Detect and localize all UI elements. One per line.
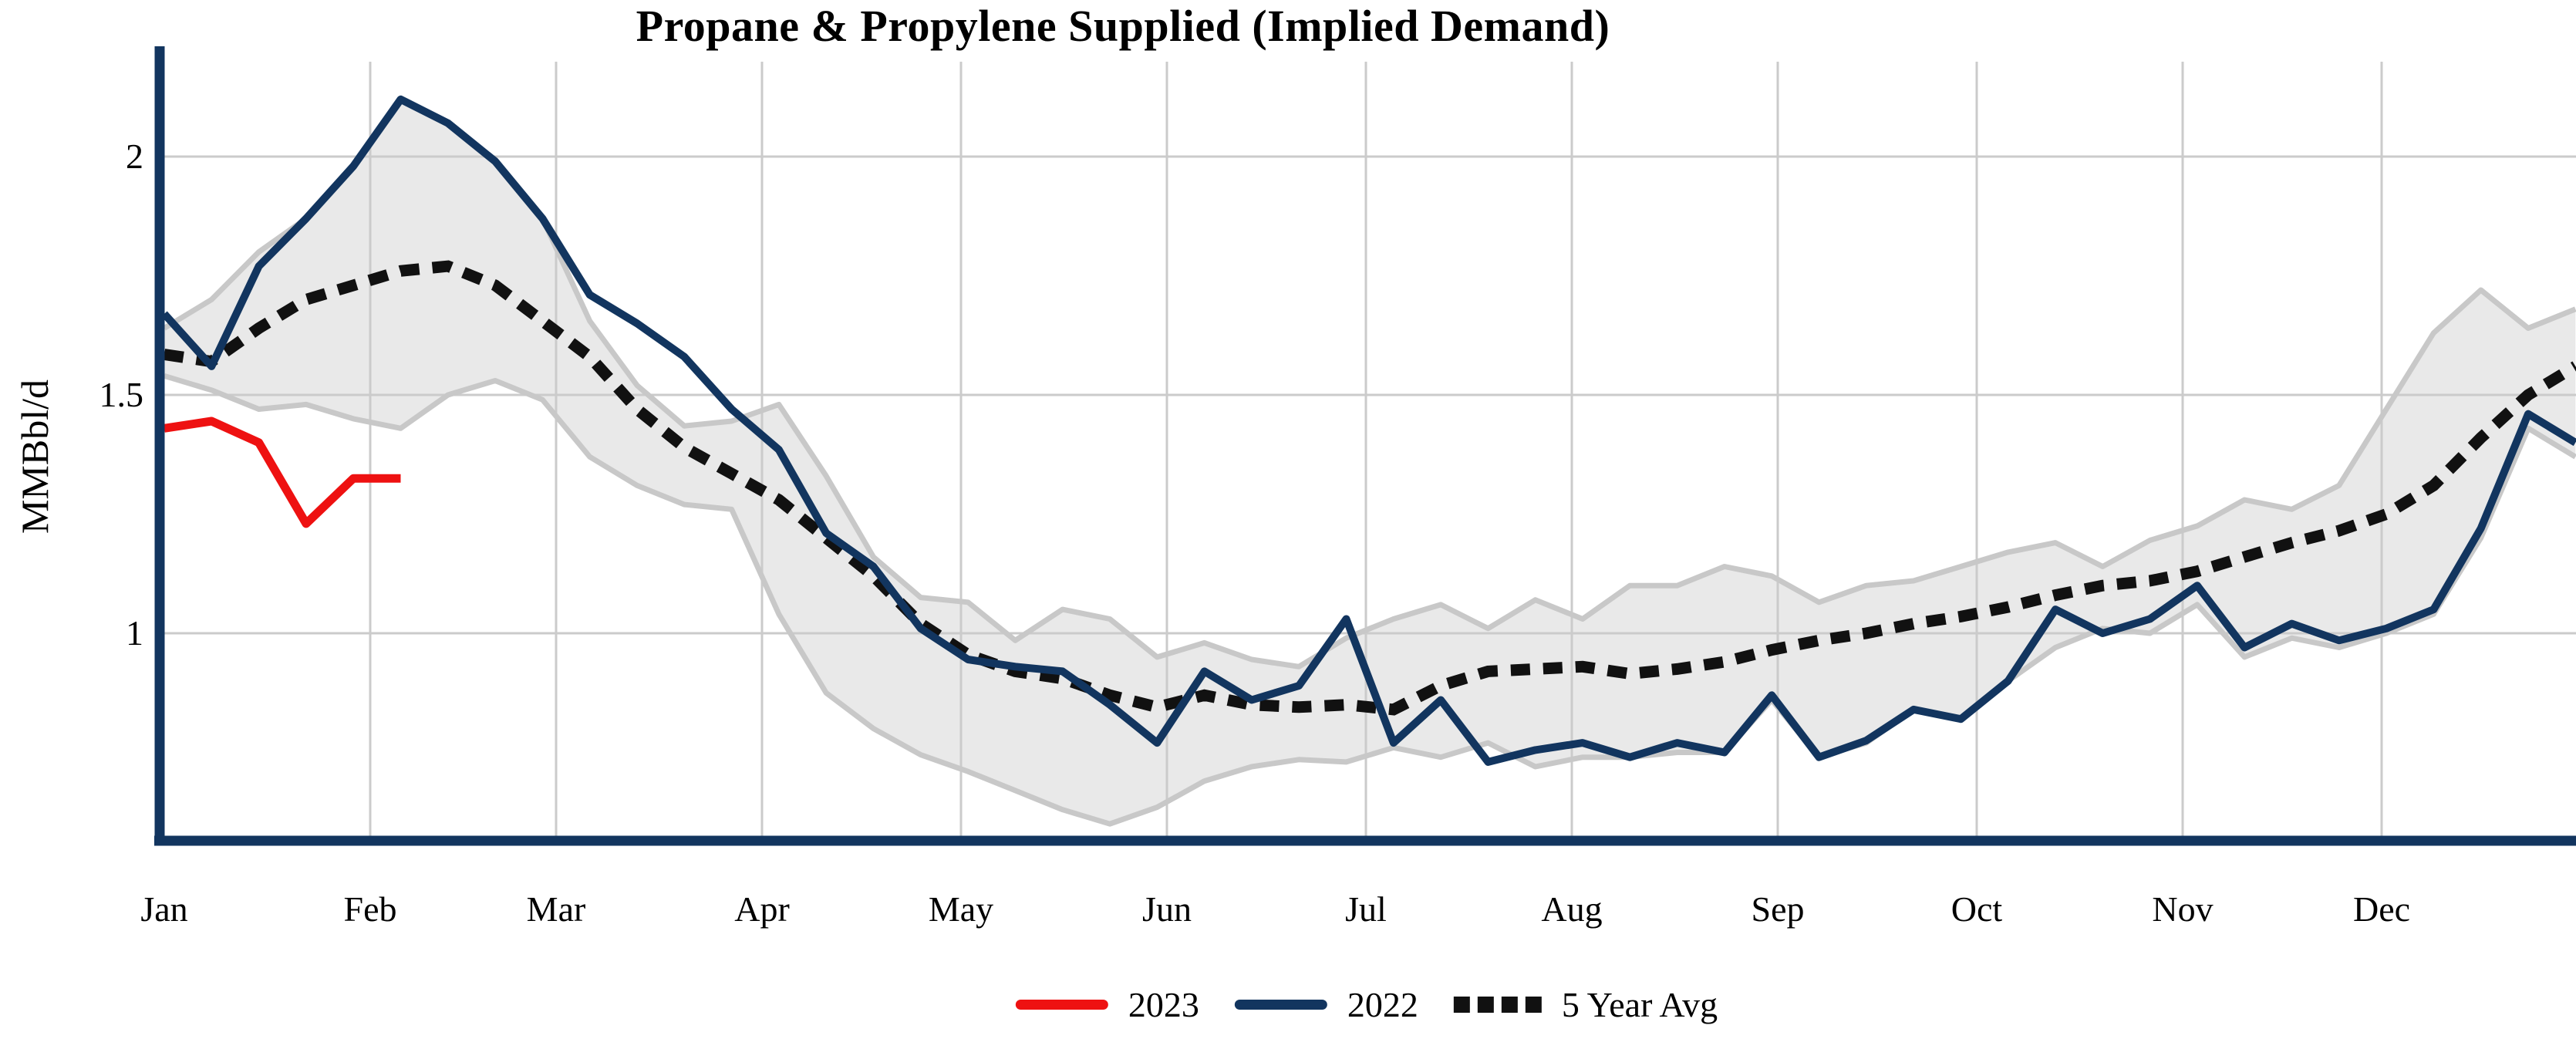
x-tick-jul: Jul [1345, 889, 1387, 929]
legend-label-2023: 2023 [1128, 985, 1199, 1024]
x-tick-jan: Jan [140, 889, 188, 929]
band-top-outline [163, 96, 2576, 670]
x-tick-feb: Feb [343, 889, 397, 929]
legend-item-2022: 2022 [1234, 984, 1418, 1025]
x-tick-sep: Sep [1751, 889, 1805, 929]
legend-item-2023: 2023 [1015, 984, 1199, 1025]
y-tick-1: 1 [126, 613, 143, 653]
five-year-avg-line [163, 260, 2576, 716]
band-bottom-outline [163, 373, 2576, 827]
x-tick-nov: Nov [2152, 889, 2214, 929]
legend-dashed-line-icon [1453, 997, 1542, 1014]
y-tick-1-5: 1.5 [99, 375, 144, 414]
five-year-range-band [164, 99, 2576, 825]
legend-label-5yr-avg: 5 Year Avg [1561, 985, 1718, 1024]
legend-item-5yr-avg: 5 Year Avg [1453, 984, 1718, 1025]
line-2022 [161, 95, 2576, 766]
legend-line-2023-icon [1015, 1000, 1108, 1010]
x-tick-may: May [928, 889, 994, 929]
x-tick-oct: Oct [1951, 889, 2003, 929]
chart-title: Propane & Propylene Supplied (Implied De… [636, 1, 1610, 51]
legend-label-2022: 2022 [1347, 985, 1418, 1024]
x-tick-dec: Dec [2352, 889, 2411, 929]
legend: 2023 2022 5 Year Avg [1015, 984, 1718, 1025]
line-2023 [164, 417, 401, 528]
legend-line-2022-icon [1234, 1000, 1327, 1010]
x-tick-apr: Apr [734, 889, 790, 929]
y-tick-2: 2 [126, 137, 143, 176]
x-tick-jun: Jun [1142, 889, 1192, 929]
x-tick-aug: Aug [1541, 889, 1603, 929]
x-tick-mar: Mar [526, 889, 586, 929]
